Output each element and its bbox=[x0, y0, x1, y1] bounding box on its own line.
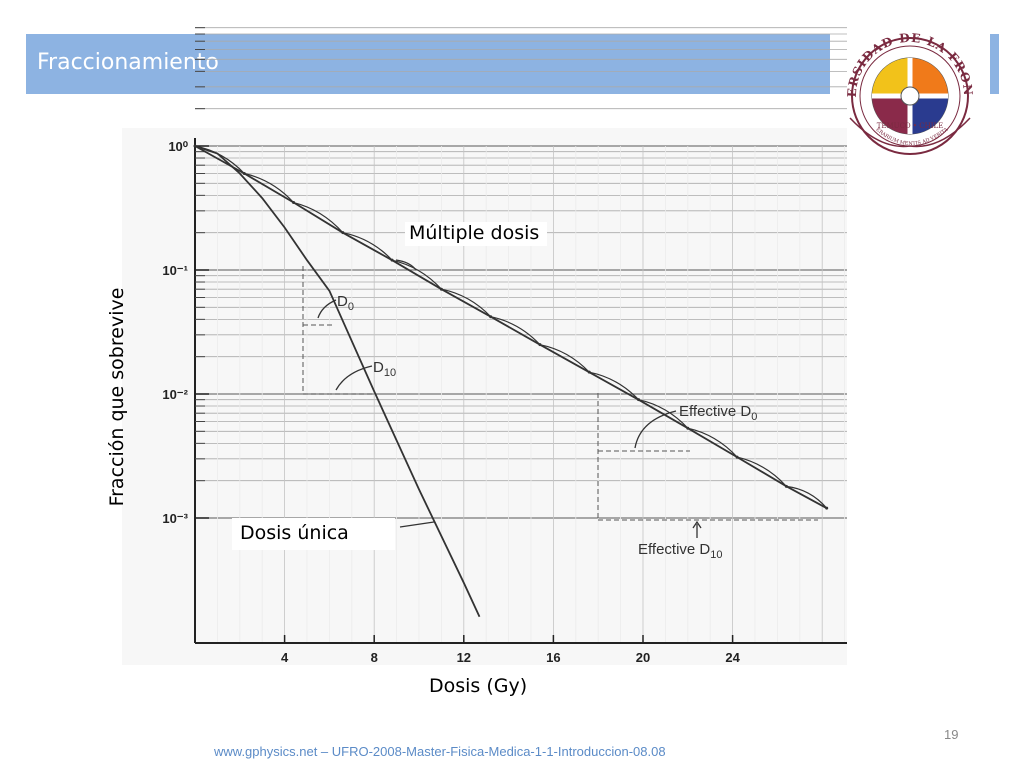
chart-axes bbox=[194, 138, 847, 644]
y-tick-label: 10⁻³ bbox=[162, 511, 188, 526]
data-point bbox=[390, 258, 394, 262]
data-point bbox=[341, 231, 345, 235]
x-tick-label: 4 bbox=[281, 650, 289, 665]
effective-d10-label-main: Effective D bbox=[638, 541, 710, 558]
eff-d10-arrowhead bbox=[692, 520, 702, 529]
data-point bbox=[825, 506, 829, 510]
multiple-dose-label: Múltiple dosis bbox=[405, 222, 548, 246]
d10-label-subscript: 10 bbox=[384, 367, 396, 379]
d10-label: D10 bbox=[373, 359, 396, 379]
data-point bbox=[587, 370, 591, 374]
y-tick-label: 10⁰ bbox=[168, 139, 188, 154]
fraction-curve bbox=[391, 259, 442, 290]
x-tick-label: 16 bbox=[546, 650, 560, 665]
fraction-curve bbox=[490, 316, 541, 346]
x-tick-label: 8 bbox=[371, 650, 378, 665]
x-tick-label: 20 bbox=[636, 650, 650, 665]
fraction-curve bbox=[736, 456, 787, 487]
y-axis-label: Fracción que sobrevive bbox=[106, 287, 128, 507]
title-bar bbox=[26, 34, 830, 94]
data-point bbox=[735, 455, 739, 459]
d10-arrow bbox=[335, 365, 373, 391]
data-point bbox=[637, 398, 641, 402]
data-point bbox=[538, 343, 542, 347]
data-point bbox=[686, 426, 690, 430]
chart-grid bbox=[195, 27, 847, 643]
fraction-curve bbox=[589, 371, 639, 401]
d10-label-main: D bbox=[373, 359, 384, 376]
effective-d10-label-subscript: 10 bbox=[710, 549, 722, 561]
effective-d0-label-subscript: 0 bbox=[751, 411, 757, 423]
eff-d0-arrow bbox=[634, 410, 677, 449]
single-dose-label: Dosis única bbox=[232, 518, 395, 550]
effective-d0-label: Effective D0 bbox=[679, 403, 757, 423]
effective-d10-label: Effective D10 bbox=[638, 541, 723, 561]
chart-ticks: 4 8 12 16 20 24 10⁰ 10⁻¹ 10⁻² 10⁻³ bbox=[162, 27, 741, 665]
page-number: 19 bbox=[944, 727, 959, 742]
multiple-dose-line bbox=[194, 145, 828, 509]
university-logo: UNIVERSIDAD DE LA FRONTERA TEMUCO • CHIL… bbox=[830, 22, 974, 155]
y-tick-label: 10⁻² bbox=[162, 387, 188, 402]
logo-city: TEMUCO • CHILE bbox=[877, 122, 944, 130]
d0-label-main: D bbox=[337, 293, 348, 310]
y-tick-label: 10⁻¹ bbox=[162, 263, 188, 278]
multiple-dose-arrow bbox=[395, 259, 417, 271]
data-point bbox=[784, 484, 788, 488]
single-dose-line bbox=[194, 145, 481, 618]
fraction-curve bbox=[638, 399, 689, 429]
fraction-curve bbox=[244, 172, 295, 203]
x-tick-label: 12 bbox=[457, 650, 471, 665]
title-bar-accent bbox=[990, 34, 999, 94]
fraction-curve bbox=[539, 344, 590, 373]
fraction-curve bbox=[687, 427, 738, 458]
fraction-curve bbox=[293, 201, 344, 234]
data-point bbox=[489, 315, 493, 319]
effective-d0-label-main: Effective D bbox=[679, 403, 751, 420]
x-axis-label: Dosis (Gy) bbox=[429, 675, 528, 697]
fraction-curve bbox=[441, 288, 492, 318]
data-point bbox=[439, 287, 443, 291]
d0-label: D0 bbox=[337, 293, 354, 313]
chart-series bbox=[193, 144, 829, 618]
chart-background bbox=[122, 128, 847, 665]
footer-text: www.gphysics.net – UFRO-2008-Master-Fisi… bbox=[214, 744, 666, 759]
data-point bbox=[292, 201, 296, 205]
x-tick-label: 24 bbox=[725, 650, 740, 665]
data-point bbox=[242, 172, 246, 176]
single-dose-arrow bbox=[399, 521, 435, 528]
fraction-curve bbox=[786, 485, 828, 509]
fraction-curve bbox=[342, 232, 393, 261]
slide-title: Fraccionamiento bbox=[37, 50, 219, 75]
d0-label-subscript: 0 bbox=[348, 301, 354, 313]
d0-arrow bbox=[317, 299, 337, 319]
